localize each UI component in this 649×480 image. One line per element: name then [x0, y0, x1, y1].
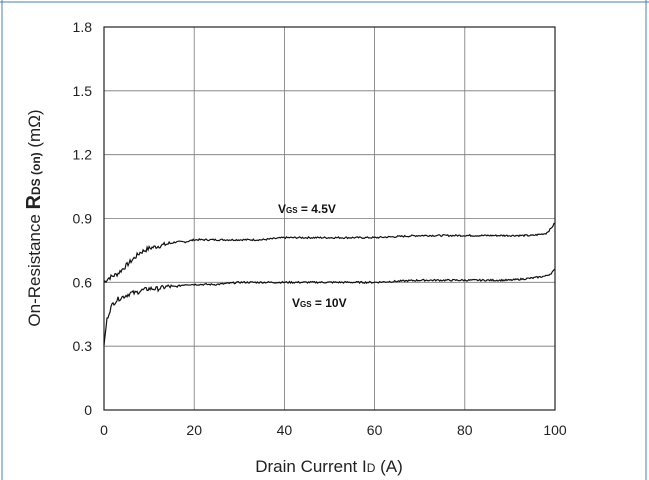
y-tick-labels: 0 0.3 0.6 0.9 1.2 1.5 1.8 [73, 19, 93, 418]
x-tick-label: 100 [543, 422, 567, 438]
series-lines [103, 222, 556, 346]
y-tick-label: 1.2 [73, 147, 93, 163]
y-axis-title: On-Resistance RDS (on) (mΩ) [23, 109, 45, 326]
x-tick-label: 60 [367, 422, 383, 438]
x-axis-title: Drain Current ID (A) [255, 457, 403, 476]
grid-lines [103, 26, 556, 411]
series-label-4-5v: VGS = 4.5V [278, 202, 336, 216]
x-tick-label: 20 [186, 422, 202, 438]
series-line-1 [103, 268, 556, 346]
plot-area [103, 26, 556, 411]
y-tick-label: 0.6 [73, 274, 93, 290]
series-line-0 [103, 222, 556, 284]
series-label-10v: VGS = 10V [292, 296, 347, 310]
x-tick-label: 0 [100, 422, 108, 438]
y-tick-label: 0.3 [73, 338, 93, 354]
y-tick-label: 0 [84, 402, 92, 418]
y-tick-label: 0.9 [73, 211, 93, 227]
y-tick-label: 1.5 [73, 83, 93, 99]
y-tick-label: 1.8 [73, 19, 93, 35]
x-tick-label: 80 [457, 422, 473, 438]
x-tick-label: 40 [277, 422, 293, 438]
x-tick-labels: 0 20 40 60 80 100 [100, 422, 567, 438]
